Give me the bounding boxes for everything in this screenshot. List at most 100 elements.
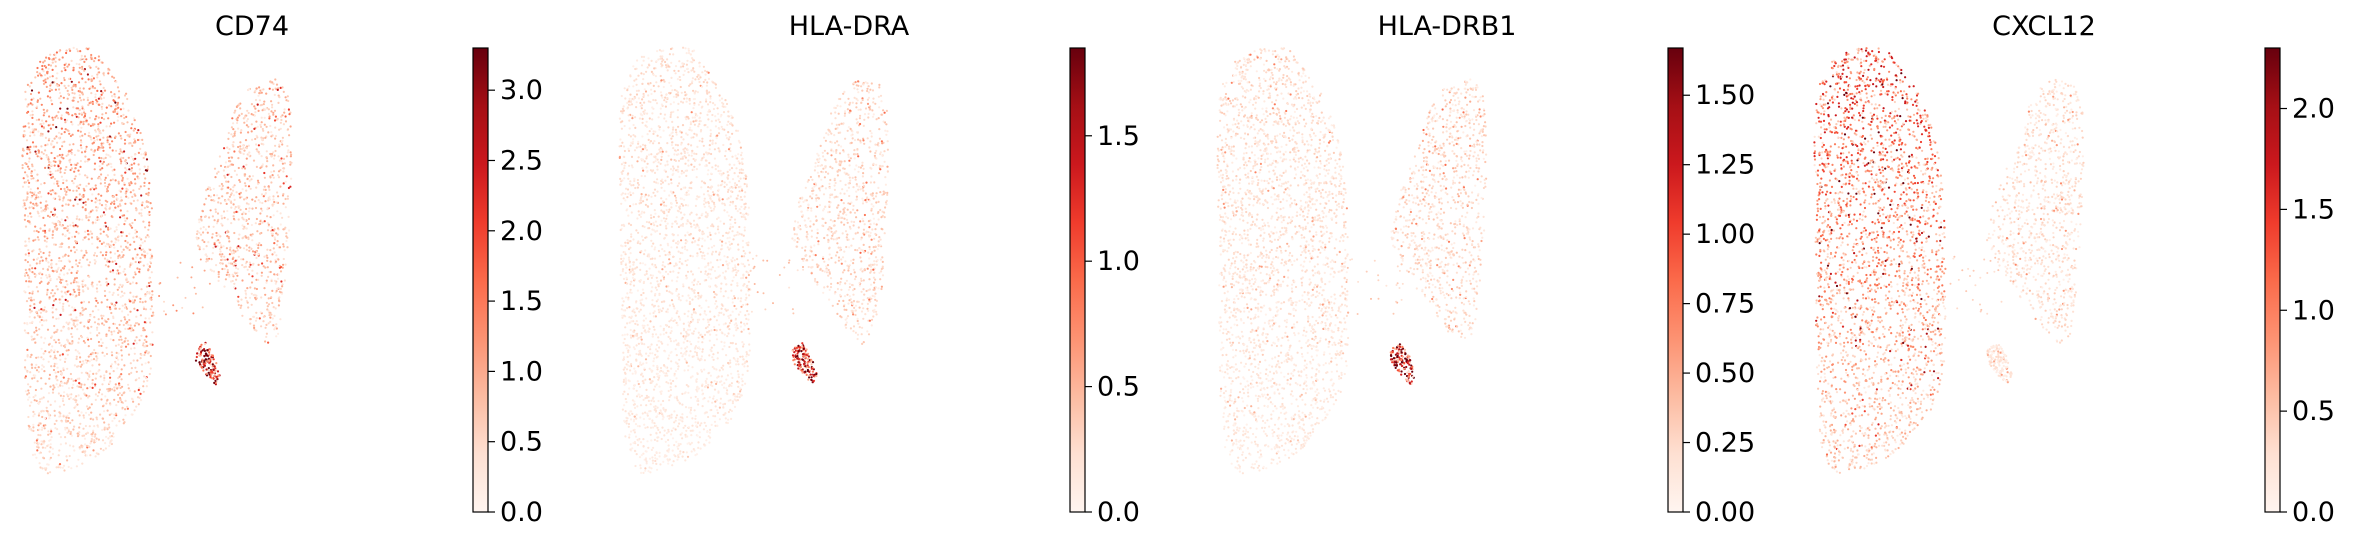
cell-point (118, 338, 121, 341)
cell-point (67, 328, 70, 331)
cell-point (141, 344, 145, 347)
cell-point (70, 282, 73, 285)
cell-point (223, 216, 226, 219)
cell-point (37, 151, 41, 154)
cell-point (65, 119, 69, 122)
cell-point (132, 295, 135, 298)
cell-point (684, 242, 687, 245)
cell-point (147, 228, 150, 231)
cell-point (32, 145, 36, 148)
cell-point (699, 270, 703, 273)
cell-point (24, 171, 27, 174)
cell-point (112, 195, 115, 199)
cell-point (268, 314, 271, 317)
cell-point (61, 204, 64, 207)
cell-point (279, 185, 282, 188)
cell-point (57, 195, 61, 198)
cell-point (255, 217, 258, 221)
cell-point (55, 308, 58, 311)
cell-point (60, 372, 64, 376)
cell-point (80, 151, 84, 154)
cell-point (99, 121, 102, 124)
cell-point (92, 418, 95, 421)
cell-point (197, 349, 200, 352)
colorbar-ticks: 0.00.51.01.52.02.53.0 (488, 75, 543, 528)
cell-point (67, 92, 70, 95)
cell-point (273, 200, 276, 204)
cell-point (47, 173, 50, 176)
cell-point (67, 377, 70, 380)
cell-point (147, 291, 150, 294)
cell-point (78, 96, 82, 99)
cell-point (278, 300, 281, 303)
cell-point (44, 166, 47, 169)
cell-point (273, 157, 276, 160)
cell-point (239, 306, 242, 309)
cell-point (64, 227, 67, 230)
cell-point (91, 142, 94, 145)
cell-point (679, 257, 682, 260)
cell-point (80, 141, 83, 144)
cell-point (97, 55, 100, 58)
cell-point (54, 227, 57, 230)
cell-point (237, 218, 240, 221)
cell-point (220, 214, 223, 217)
cell-point (81, 462, 84, 465)
cell-point (38, 262, 41, 265)
cell-point (125, 195, 128, 198)
cell-point (256, 125, 259, 128)
cell-point (88, 275, 91, 278)
cell-point (105, 334, 108, 338)
cell-point (86, 160, 89, 163)
cell-point (95, 355, 98, 358)
cell-point (146, 165, 150, 168)
cell-point (46, 143, 49, 146)
cell-point (119, 134, 122, 137)
cell-point (105, 346, 108, 349)
cell-point (283, 162, 286, 165)
cell-point (42, 152, 45, 155)
cell-point (56, 180, 59, 183)
cell-point (674, 385, 677, 388)
cell-point (218, 241, 221, 244)
cell-point (685, 350, 688, 353)
cell-point (74, 85, 77, 88)
cell-point (733, 218, 737, 221)
cell-point (739, 177, 742, 180)
cell-point (28, 425, 31, 428)
cell-point (150, 207, 153, 210)
cell-point (66, 89, 69, 92)
cell-point (237, 295, 240, 298)
cell-point (84, 155, 87, 158)
cell-point (237, 255, 240, 258)
cell-point (59, 436, 63, 439)
cell-point (49, 189, 52, 192)
cell-point (706, 81, 709, 84)
cell-point (24, 162, 27, 165)
cell-point (82, 201, 85, 204)
cell-point (54, 88, 58, 91)
cell-point (28, 160, 31, 163)
cell-point (99, 182, 102, 185)
cell-point (628, 346, 631, 349)
cell-point (46, 276, 49, 279)
cell-point (106, 260, 109, 263)
cell-point (285, 232, 288, 235)
cell-point (82, 120, 85, 123)
cell-point (29, 311, 32, 314)
cell-point (276, 210, 279, 213)
cell-point (725, 378, 728, 381)
cell-point (103, 224, 106, 228)
cell-point (106, 258, 109, 261)
cell-point (93, 87, 97, 90)
cell-point (630, 320, 633, 323)
cell-point (656, 415, 659, 418)
cell-point (56, 278, 59, 281)
cell-point (241, 264, 244, 267)
cell-point (81, 313, 84, 316)
cell-point (48, 137, 51, 140)
cell-point (645, 404, 648, 407)
cell-point (35, 356, 38, 359)
cell-point (70, 327, 73, 330)
cell-point (675, 222, 679, 225)
